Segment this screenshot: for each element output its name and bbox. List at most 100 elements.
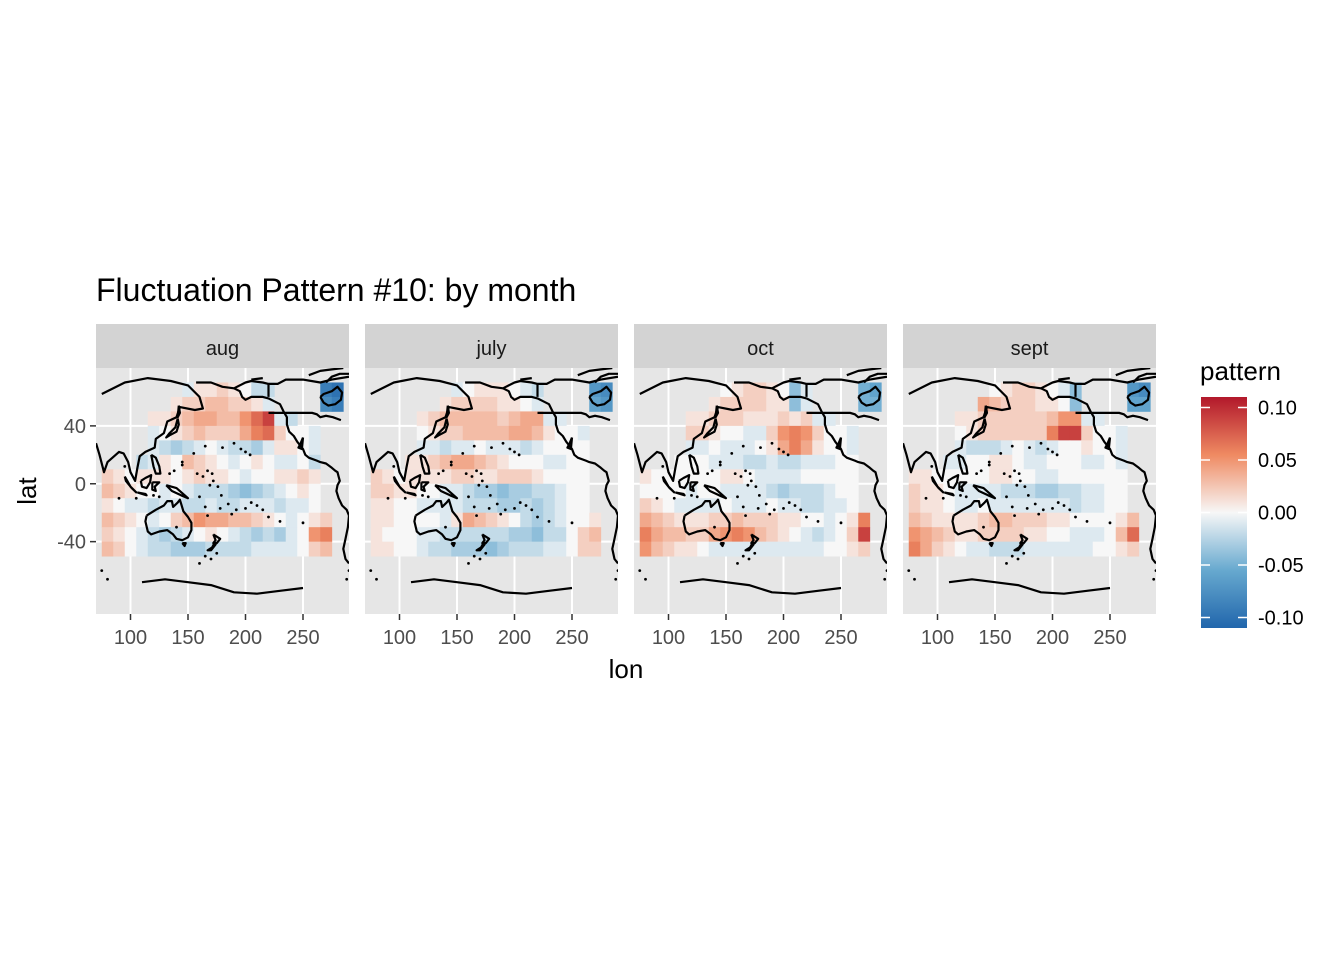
heat-cell (554, 512, 567, 528)
heat-cell (228, 425, 241, 441)
heat-cell (754, 527, 767, 543)
heat-cell (147, 498, 160, 514)
coastline (144, 498, 193, 542)
heat-cell (697, 440, 710, 456)
heat-cell (777, 425, 790, 441)
heat-cell (943, 498, 956, 514)
heat-cell (720, 425, 733, 441)
heat-cell (966, 454, 979, 470)
coastline (835, 437, 843, 451)
x-tick-label: 250 (1093, 627, 1126, 649)
heat-cell (274, 440, 287, 456)
island-dot (1005, 495, 1008, 499)
heat-cell (651, 469, 664, 485)
heat-cell (1000, 382, 1013, 398)
border-line (268, 411, 342, 422)
island-dot (472, 554, 476, 558)
heat-cell (485, 541, 498, 557)
heat-cell (1023, 469, 1036, 485)
heat-cell (393, 527, 406, 543)
heat-cell (262, 512, 275, 528)
heat-cell (205, 425, 218, 441)
heat-cell (812, 454, 825, 470)
island-dot (941, 496, 945, 500)
heat-cell (251, 541, 264, 557)
heat-cell (639, 469, 652, 485)
heat-cell (1046, 512, 1059, 528)
heat-cell (1058, 440, 1071, 456)
coastline (137, 491, 148, 497)
heat-cell (531, 469, 544, 485)
heat-cell (543, 498, 556, 514)
heat-cell (416, 425, 429, 441)
heat-cell (920, 541, 933, 557)
x-tick-label: 200 (498, 627, 531, 649)
heat-cell (193, 440, 206, 456)
heat-cell (789, 454, 802, 470)
x-tick-label: 150 (709, 627, 742, 649)
island-dot (1062, 504, 1066, 507)
heat-cell (170, 498, 183, 514)
island-dot (345, 577, 349, 581)
island-dot (782, 450, 785, 454)
heat-cell (182, 440, 195, 456)
heat-cell (1046, 411, 1059, 427)
heat-cell (1000, 483, 1013, 499)
heat-cell (508, 527, 521, 543)
heat-cell (205, 512, 218, 528)
heat-cell (720, 469, 733, 485)
heat-cell (743, 440, 756, 456)
heat-cell (297, 527, 310, 543)
heat-cell (1058, 512, 1071, 528)
island-dot (503, 508, 507, 512)
x-tick-label: 200 (229, 627, 262, 649)
heat-cell (147, 425, 160, 441)
heat-cell (1012, 411, 1025, 427)
heat-cell (228, 498, 241, 514)
heat-cell (520, 425, 533, 441)
heat-cell (846, 527, 859, 543)
heat-cell (531, 440, 544, 456)
heat-cell (685, 469, 698, 485)
island-dot (226, 502, 230, 506)
heat-cell (777, 483, 790, 499)
heat-cell (543, 469, 556, 485)
heat-cell (1035, 498, 1048, 514)
heat-cell (966, 411, 979, 427)
heat-cell (520, 541, 533, 557)
heat-cell (1092, 541, 1105, 557)
heat-cell (147, 411, 160, 427)
heat-cell (462, 498, 475, 514)
heat-cell (954, 411, 967, 427)
heat-cell (754, 512, 767, 528)
island-dot (733, 472, 737, 476)
island-dot (449, 463, 453, 467)
heat-cell (1069, 440, 1082, 456)
island-dot (772, 508, 776, 512)
island-dot (501, 441, 505, 445)
coastline (475, 542, 486, 552)
heat-cell (239, 425, 252, 441)
coastline (251, 377, 263, 381)
island-dot (218, 506, 222, 510)
heat-cell (262, 483, 275, 499)
heat-cell (101, 469, 114, 485)
heat-cell (262, 541, 275, 557)
heat-cell (382, 527, 395, 543)
heat-cell (566, 483, 579, 499)
heat-cell (1012, 483, 1025, 499)
heat-cell (789, 527, 802, 543)
heat-cell (239, 396, 252, 412)
heat-cell (393, 469, 406, 485)
heat-cell (297, 454, 310, 470)
island-dot (1023, 485, 1027, 489)
heat-cell (251, 454, 264, 470)
heat-cell (228, 411, 241, 427)
heat-cell (554, 454, 567, 470)
island-dot (444, 525, 447, 529)
heat-cell (800, 454, 813, 470)
coastline (588, 385, 613, 407)
heat-cell (989, 425, 1002, 441)
